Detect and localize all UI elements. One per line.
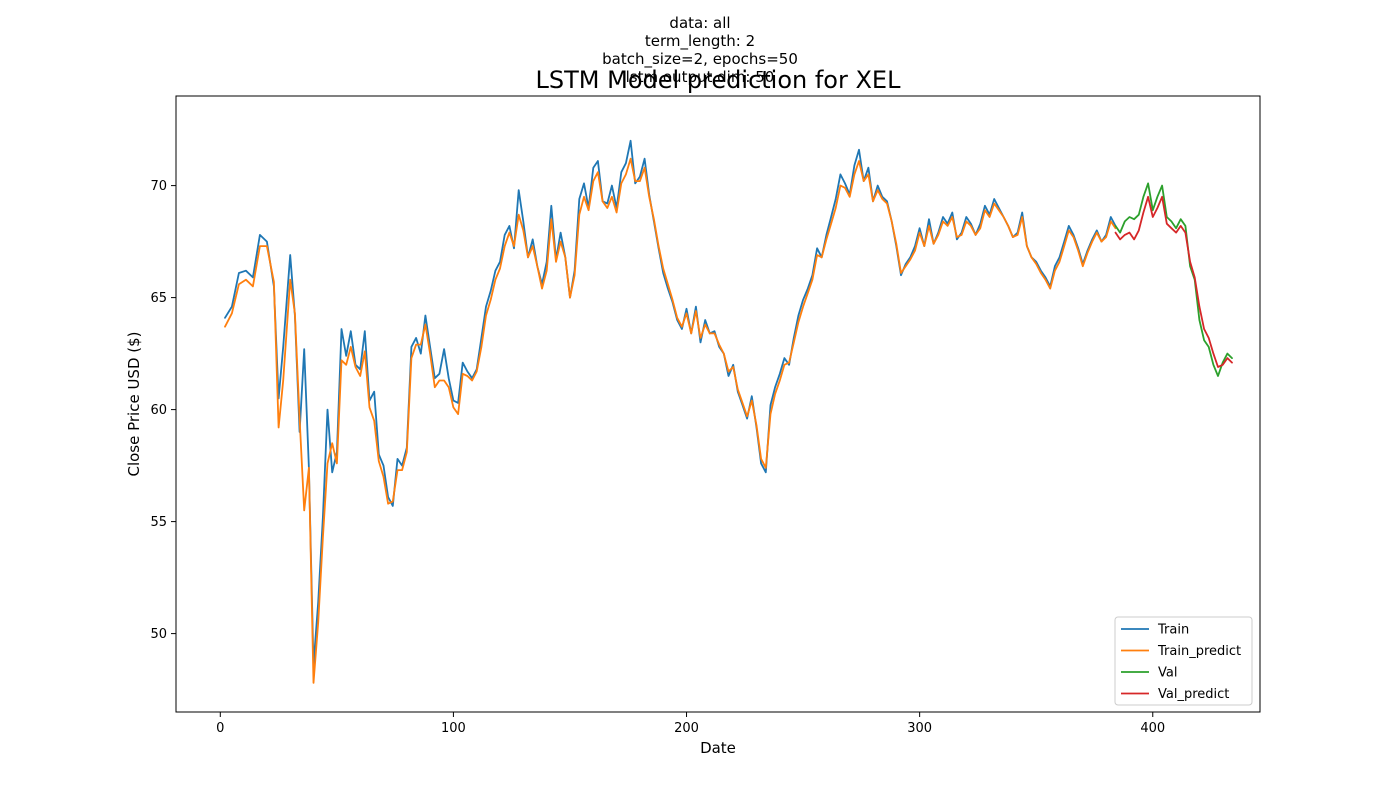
plot-frame	[175, 95, 1261, 713]
x-tick-label: 0	[216, 721, 224, 736]
legend-label-train-predict: Train_predict	[1157, 644, 1241, 659]
x-tick-label: 300	[907, 721, 932, 736]
y-axis-label: Close Price USD ($)	[125, 331, 143, 476]
subtitle-line-3: batch_size=2, epochs=50	[602, 50, 798, 69]
legend-label-val: Val	[1158, 666, 1177, 681]
series-line-val-predict	[1114, 195, 1233, 368]
x-axis-ticks: 0 100 200 300 400	[216, 712, 1165, 736]
series-layer	[224, 139, 1233, 684]
subtitle-line-2: term_length: 2	[645, 32, 755, 51]
y-tick-label: 50	[150, 627, 167, 642]
x-tick-label: 200	[674, 721, 699, 736]
y-tick-label: 60	[150, 403, 167, 418]
series-line-train-predict	[224, 157, 1117, 684]
subtitle-line-4: lstm output dim: 50	[626, 68, 775, 86]
chart-title: LSTM Model prediction for XEL	[536, 66, 902, 94]
y-tick-label: 55	[150, 515, 167, 530]
legend-label-train: Train	[1157, 623, 1189, 638]
x-axis-label: Date	[700, 739, 736, 757]
y-tick-label: 70	[150, 179, 167, 194]
subtitle-line-1: data: all	[669, 14, 730, 32]
series-line-val	[1114, 182, 1233, 377]
legend-label-val-predict: Val_predict	[1158, 687, 1229, 702]
plot-area	[175, 95, 1261, 713]
series-line-train	[224, 139, 1117, 666]
legend: Train Train_predict Val Val_predict	[1114, 616, 1253, 706]
y-tick-label: 65	[150, 291, 167, 306]
legend-box	[1114, 616, 1253, 706]
y-axis-ticks: 50 55 60 65 70	[150, 179, 176, 642]
x-tick-label: 100	[441, 721, 466, 736]
x-tick-label: 400	[1140, 721, 1165, 736]
